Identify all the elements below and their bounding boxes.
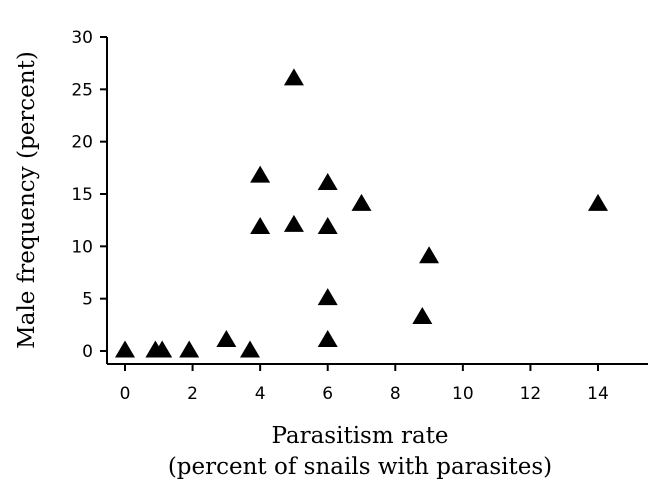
data-point-triangle [283,214,304,232]
y-tick-label: 15 [71,185,93,205]
y-tick-label: 25 [71,80,93,100]
y-axis-title: Male frequency (percent) [14,51,40,349]
data-point-triangle [317,172,338,190]
data-point-triangle [179,340,200,358]
data-points [115,68,608,358]
x-tick-label: 14 [587,384,609,404]
x-tick-label: 0 [120,384,131,404]
x-tick-label: 12 [520,384,542,404]
y-tick-label: 0 [82,342,93,362]
x-tick-label: 2 [187,384,198,404]
data-point-triangle [152,340,173,358]
y-tick-label: 30 [71,28,93,48]
data-point-triangle [115,340,135,358]
data-point-triangle [419,246,440,264]
x-tick-label: 8 [390,384,401,404]
ticks: 0 5 10 15 20 25 30 0 2 4 6 8 10 12 14 [71,28,608,404]
data-point-triangle [351,193,372,211]
data-point-triangle [240,340,261,358]
x-axis-subtitle: (percent of snails with parasites) [168,454,552,480]
data-point-triangle [317,216,338,234]
data-point-triangle [317,288,338,306]
data-point-triangle [250,216,271,234]
x-tick-label: 6 [322,384,333,404]
axes [106,37,648,365]
y-tick-label: 10 [71,237,93,257]
data-point-triangle [317,329,338,347]
y-tick-label: 5 [82,290,93,310]
x-tick-label: 10 [452,384,474,404]
data-point-triangle [250,165,271,183]
data-point-triangle [216,329,237,347]
data-point-triangle [412,306,433,324]
data-point-triangle [283,68,304,86]
x-tick-label: 4 [255,384,266,404]
x-axis-title: Parasitism rate [271,423,448,449]
data-point-triangle [588,193,608,211]
y-tick-label: 20 [71,133,93,153]
